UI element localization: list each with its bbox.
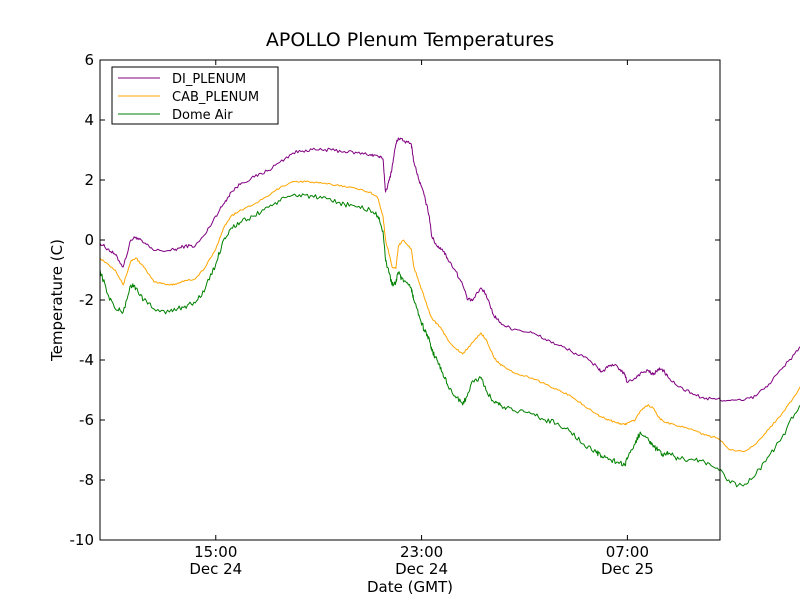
legend: DI_PLENUM CAB_PLENUM Dome Air <box>111 66 279 125</box>
series-line-di-plenum <box>99 137 800 402</box>
y-tick-label: -2 <box>79 291 94 309</box>
x-tick-date-label: Dec 24 <box>395 560 448 578</box>
y-tick-label: 0 <box>84 231 94 249</box>
y-tick-label: -8 <box>79 471 94 489</box>
legend-label-di-plenum: DI_PLENUM <box>172 72 246 87</box>
x-tick-date-label: Dec 25 <box>601 560 654 578</box>
series-line-cab-plenum <box>99 180 800 452</box>
series-layer <box>99 137 800 488</box>
y-tick-label: 2 <box>84 171 94 189</box>
y-axis-label: Temperature (C) <box>48 239 66 362</box>
x-tick-date-label: Dec 24 <box>189 560 242 578</box>
x-axis-label: Date (GMT) <box>367 578 453 596</box>
plot-frame <box>99 59 721 541</box>
y-tick-label: -4 <box>79 351 94 369</box>
legend-label-dome-air: Dome Air <box>172 108 233 123</box>
legend-label-cab-plenum: CAB_PLENUM <box>172 90 259 105</box>
y-tick-label: 6 <box>84 51 94 69</box>
x-tick-time-label: 15:00 <box>194 543 237 561</box>
series-line-dome-air <box>99 193 800 488</box>
y-tick-label: -6 <box>79 411 94 429</box>
y-tick-label: -10 <box>70 531 95 549</box>
x-tick-time-label: 07:00 <box>606 543 649 561</box>
chart-title: APOLLO Plenum Temperatures <box>266 29 554 51</box>
y-tick-label: 4 <box>84 111 94 129</box>
x-tick-time-label: 23:00 <box>400 543 443 561</box>
